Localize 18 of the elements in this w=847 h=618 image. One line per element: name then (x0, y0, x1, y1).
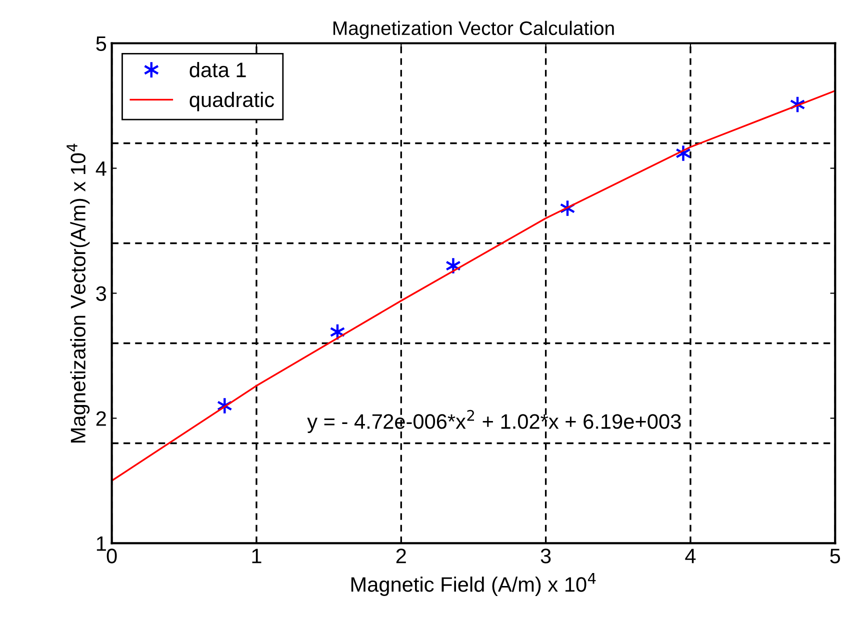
x-tick-label: 2 (396, 548, 406, 564)
line-series (112, 90, 836, 482)
y-tick-label: 2 (96, 411, 106, 426)
y-tick-label: 5 (96, 36, 106, 52)
x-tick-label: 0 (106, 548, 117, 564)
legend-label: quadratic (190, 92, 274, 112)
y-axis-title: Magnetization Vector(A/m) x 10$^{4}$ (66, 144, 90, 442)
x-tick-label: 3 (540, 548, 551, 564)
x-axis-title: Magnetic Field (A/m) x 10$^{4}$ (351, 573, 596, 596)
x-tick-label: 1 (252, 548, 262, 564)
y-tick-label: 4 (96, 161, 106, 176)
chart-title: Magnetization Vector Calculation (333, 20, 614, 39)
x-tick-label: 4 (685, 548, 696, 564)
annotation: y = - 4.72e-006*x$^{2}$ + 1.02*x + 6.19e+003 (307, 410, 681, 434)
y-tick-label: 3 (96, 286, 106, 301)
y-tick-label: 1 (96, 536, 106, 551)
x-tick-label: 5 (830, 548, 840, 564)
legend-label: data 1 (190, 62, 246, 78)
